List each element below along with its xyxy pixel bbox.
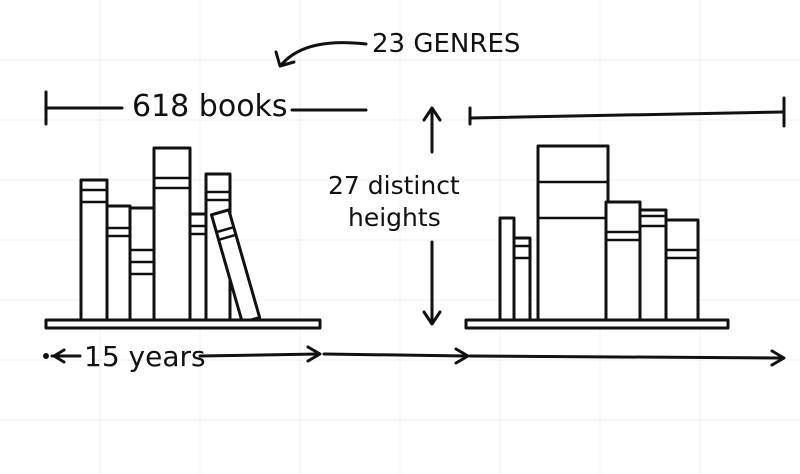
- years-label: 15 years: [84, 340, 206, 373]
- book: [512, 236, 532, 324]
- genres-arrow-head: [274, 50, 296, 68]
- timeline-arrow-3-head: [770, 349, 786, 367]
- timeline-arrow-1-head: [306, 345, 322, 363]
- right-shelf-group: [464, 144, 730, 330]
- timeline-arrow-2-head: [454, 347, 470, 365]
- timeline-start-dot: [43, 353, 49, 359]
- book: [664, 218, 700, 324]
- timeline-arrow-1: [198, 352, 320, 358]
- heights-label-line1: 27 distinct: [328, 171, 460, 200]
- right-shelf: [464, 318, 730, 330]
- left-shelf-group: [44, 146, 322, 330]
- book: [152, 146, 192, 324]
- heights-label-line2: heights: [348, 203, 441, 232]
- right-span-line: [468, 110, 784, 120]
- heights-arrow-down-head: [422, 310, 442, 326]
- genres-label: 23 GENRES: [372, 29, 520, 59]
- book: [498, 216, 516, 324]
- book: [188, 212, 208, 324]
- book: [604, 200, 642, 324]
- heights-arrow-up-head: [422, 106, 442, 122]
- book: [105, 204, 132, 324]
- timeline-arrow-3: [468, 354, 784, 360]
- book: [128, 206, 156, 324]
- book-band: [216, 225, 235, 234]
- genres-arrow: [280, 41, 368, 66]
- timeline-back-head: [52, 348, 66, 364]
- book-band: [218, 233, 237, 242]
- timeline-arrow-2: [322, 352, 468, 358]
- books-label: 618 books: [132, 89, 288, 124]
- book: [536, 144, 610, 324]
- left-shelf: [44, 318, 322, 330]
